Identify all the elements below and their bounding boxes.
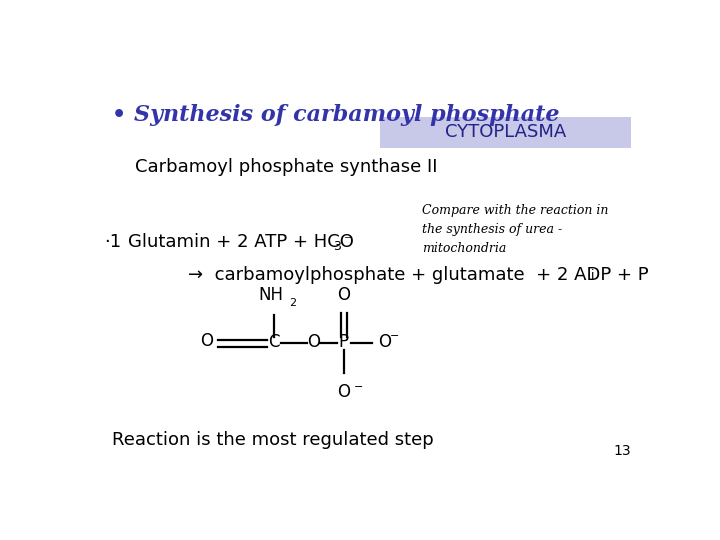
Text: C: C — [269, 333, 280, 351]
Text: 13: 13 — [613, 444, 631, 458]
Text: O: O — [307, 333, 320, 351]
Text: 2: 2 — [289, 298, 297, 308]
Text: O: O — [199, 332, 213, 350]
Text: Reaction is the most regulated step: Reaction is the most regulated step — [112, 431, 434, 449]
Text: O: O — [338, 286, 351, 304]
Text: ·1: ·1 — [104, 233, 121, 251]
Text: O: O — [338, 383, 351, 401]
FancyBboxPatch shape — [380, 117, 631, 148]
Text: →  carbamoylphosphate + glutamate  + 2 ADP + P: → carbamoylphosphate + glutamate + 2 ADP… — [188, 266, 648, 285]
Text: CYTOPLASMA: CYTOPLASMA — [445, 123, 567, 141]
Text: O: O — [378, 333, 391, 351]
Text: −: − — [354, 382, 364, 392]
Text: Carbamoyl phosphate synthase II: Carbamoyl phosphate synthase II — [135, 158, 437, 177]
Text: Compare with the reaction in
the synthesis of urea -
mitochondria: Compare with the reaction in the synthes… — [422, 204, 608, 255]
Text: Glutamin + 2 ATP + HCO: Glutamin + 2 ATP + HCO — [128, 233, 354, 251]
Text: • Synthesis of carbamoyl phosphate: • Synthesis of carbamoyl phosphate — [112, 104, 560, 126]
Text: i: i — [591, 269, 595, 282]
Text: NH: NH — [259, 286, 284, 304]
Text: ⁻: ⁻ — [344, 233, 352, 248]
Text: P: P — [339, 333, 349, 351]
Text: 3: 3 — [333, 240, 341, 253]
Text: −: − — [390, 331, 399, 341]
